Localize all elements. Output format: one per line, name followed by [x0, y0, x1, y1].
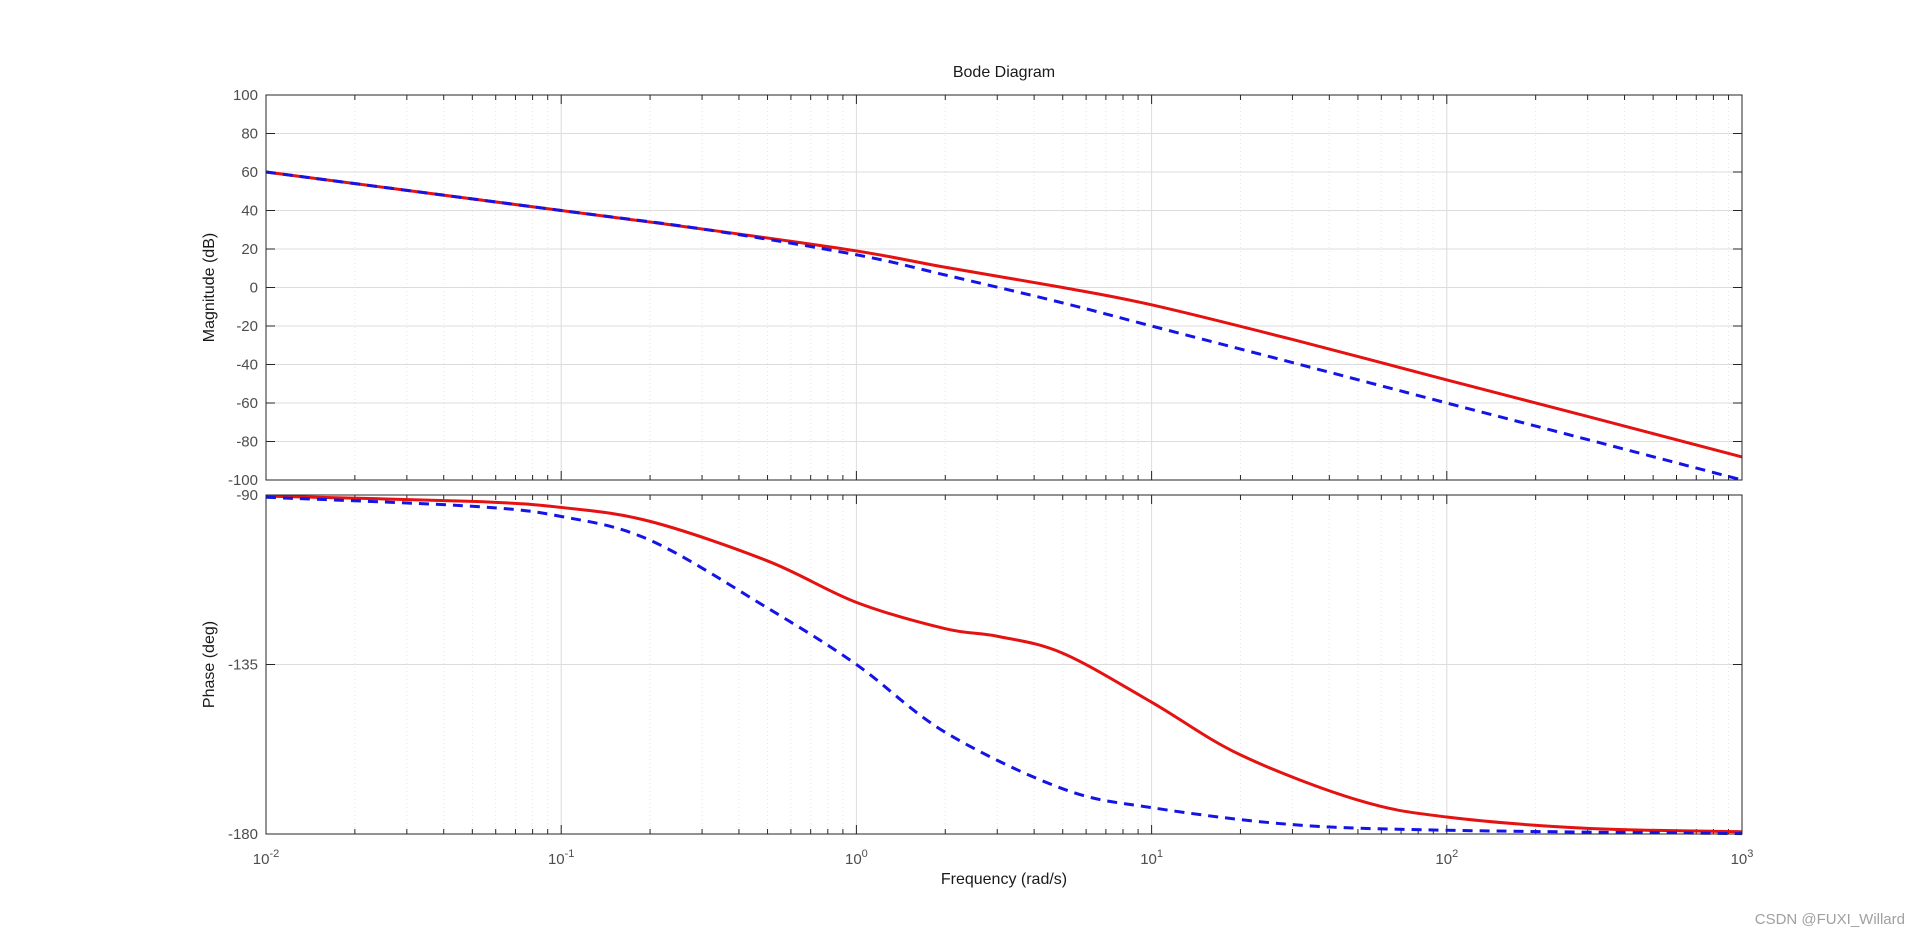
axes-box	[265, 494, 1743, 835]
x-tick-label: 101	[1140, 848, 1163, 868]
frequency-axis: 10-2 10-1 100 101 102 103	[253, 848, 1754, 868]
x-tick-label: 103	[1731, 848, 1754, 868]
x-tick-base: 10	[253, 851, 270, 868]
watermark-text: CSDN @FUXI_Willard	[1755, 911, 1905, 928]
x-tick-label: 10-1	[548, 848, 574, 868]
y-tick-label: -20	[236, 318, 258, 335]
y-tick-label: 40	[241, 203, 258, 220]
series-line-red	[265, 494, 1743, 834]
y-tick-label: -180	[228, 826, 258, 843]
x-tick-exponent: 2	[1452, 848, 1458, 860]
y-tick-label: -80	[236, 434, 258, 451]
x-tick-label: 102	[1435, 848, 1458, 868]
x-tick-exponent: -2	[269, 848, 279, 860]
y-tick-label: -135	[228, 657, 258, 674]
y-tick-label: -90	[236, 487, 258, 504]
y-tick-label: -100	[228, 472, 258, 489]
x-tick-exponent: 3	[1747, 848, 1753, 860]
y-tick-label: 20	[241, 241, 258, 258]
x-axis-title: Frequency (rad/s)	[941, 871, 1067, 888]
y-axis-title: Phase (deg)	[201, 621, 218, 708]
magnitude-panel: 100 80 60 40 20 0 -20 -40 -60 -80 -100 Magnitude (d…	[201, 87, 1743, 489]
x-tick-label: 10-2	[253, 848, 279, 868]
x-tick-exponent: 1	[1157, 848, 1163, 860]
y-tick-label: -40	[236, 357, 258, 374]
x-tick-base: 10	[1731, 851, 1748, 868]
axes-box	[265, 94, 1743, 481]
x-tick-exponent: 0	[862, 848, 868, 860]
x-tick-base: 10	[1435, 851, 1452, 868]
series-line-blue	[265, 170, 1743, 482]
x-tick-base: 10	[548, 851, 565, 868]
x-tick-base: 10	[1140, 851, 1157, 868]
y-axis-title: Magnitude (dB)	[201, 233, 218, 342]
y-tick-label: 0	[250, 280, 258, 297]
phase-panel: -90 -135 -180 Phase (deg)	[201, 487, 1743, 843]
x-tick-exponent: -1	[565, 848, 575, 860]
chart-title: Bode Diagram	[953, 64, 1055, 81]
x-tick-base: 10	[845, 851, 862, 868]
series-line-blue	[265, 495, 1743, 836]
y-tick-label: -60	[236, 395, 258, 412]
y-tick-label: 80	[241, 126, 258, 143]
y-tick-label: 100	[233, 87, 258, 104]
y-tick-label: 60	[241, 164, 258, 181]
x-tick-label: 100	[845, 848, 868, 868]
